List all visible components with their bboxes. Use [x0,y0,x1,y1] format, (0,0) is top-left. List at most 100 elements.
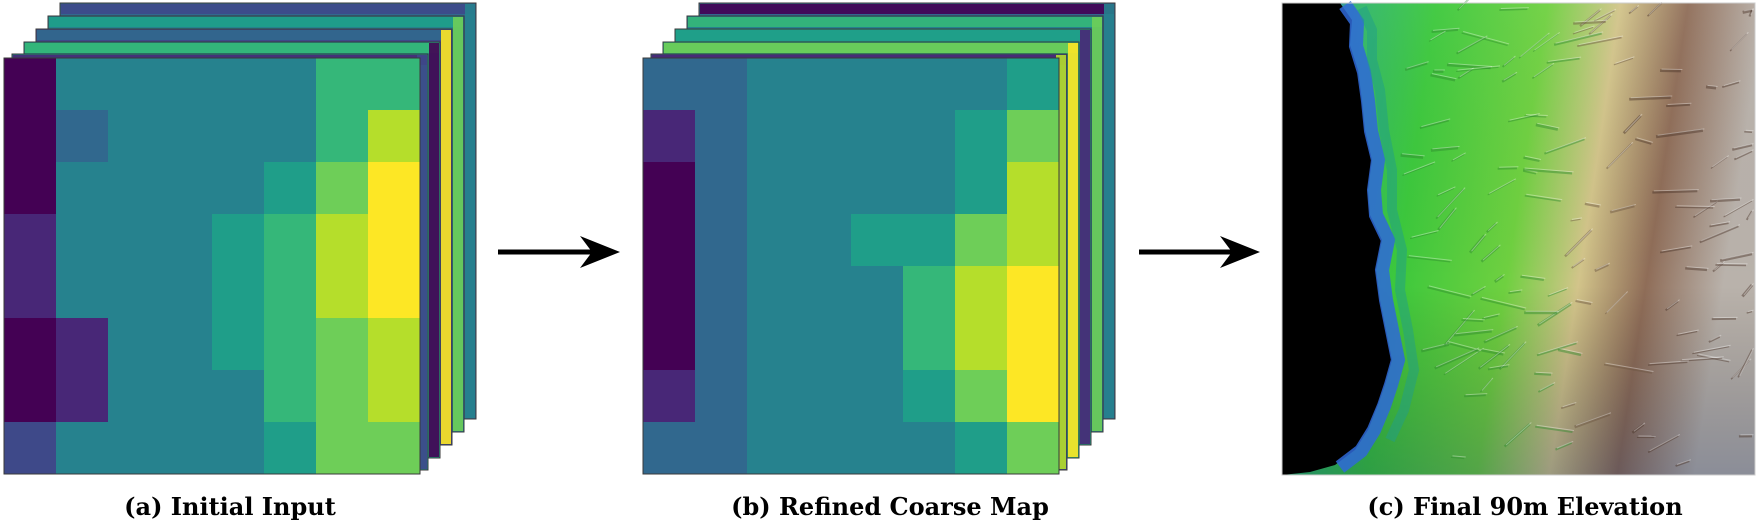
terrain-ridge-highlight [1750,8,1754,16]
terrain-ridge [1573,20,1606,25]
refined-coarse-cell [643,110,696,163]
terrain-ridge [1579,9,1601,28]
terrain-ridge [1748,9,1753,17]
refined-coarse-front-grid [642,57,1060,475]
initial-input-cell [368,266,421,319]
refined-coarse-cell [851,58,904,111]
refined-coarse-cell [955,110,1008,163]
terrain-ridge-highlight [1649,433,1681,452]
terrain-ridge-highlight [1463,31,1510,45]
terrain-ridge-highlight [1595,8,1617,21]
initial-input-cell [212,214,265,267]
terrain-ridge-highlight [1733,143,1754,149]
terrain-ridge-highlight [1571,217,1583,220]
terrain-ridge-highlight [1574,25,1595,33]
terrain-ridge-highlight [1607,141,1634,168]
refined-coarse-cell [799,162,852,215]
terrain-ridge [1575,299,1592,306]
refined-coarse-cell [903,422,956,475]
terrain-ridge-highlight [1574,19,1608,23]
refined-coarse-cell [903,266,956,319]
refined-coarse-cell [643,318,696,371]
terrain-ridge [1555,441,1573,451]
terrain-ridge [1532,33,1559,53]
terrain-ridge [1477,344,1510,370]
initial-input-cell [316,266,369,319]
initial-input-cell [316,318,369,371]
refined-coarse-cell [1007,370,1060,423]
initial-input-cell [212,318,265,371]
terrain-ridge-highlight [1744,8,1754,12]
refined-coarse-cell [903,370,956,423]
refined-coarse-cell [747,162,800,215]
terrain-ridge-highlight [1439,207,1457,229]
terrain-ridge-highlight [1693,344,1731,353]
terrain-ridge-highlight [1452,455,1466,458]
terrain-ridge-highlight [1732,358,1752,379]
terrain-ridge-highlight [1576,299,1593,304]
initial-input-cell [4,266,57,319]
terrain-ridge-highlight [1524,169,1538,173]
refined-coarse-cell [955,214,1008,267]
initial-input-cell [212,370,265,423]
terrain-ridge [1402,162,1434,177]
refined-coarse-cell [747,110,800,163]
terrain-ridge [1729,33,1748,52]
terrain-ridge-highlight [1421,118,1451,128]
terrain-ridge-highlight [1539,381,1556,391]
terrain-ridge [1468,234,1486,254]
initial-input-cell [56,266,109,319]
refined-coarse-border [642,57,1060,475]
initial-input-cell [264,422,317,475]
initial-input-cell [212,110,265,163]
initial-input-cell [212,162,265,215]
terrain-ridge [1666,103,1690,108]
initial-input-layer-side-strip [453,17,463,431]
terrain-ridge [1547,288,1567,297]
terrain-ridge [1531,64,1553,80]
initial-input-cell [264,58,317,111]
terrain-ridge [1518,33,1549,59]
initial-input-cell [108,110,161,163]
initial-input-cell [160,214,213,267]
terrain-ridge-highlight [1500,341,1527,369]
terrain-ridge [1705,85,1717,90]
terrain-ridge-highlight [1731,31,1749,50]
initial-input-cell [56,318,109,371]
terrain-ridge-highlight [1482,244,1501,261]
terrain-ridge [1461,319,1484,323]
refined-coarse-cell [955,266,1008,319]
terrain-ridge-highlight [1559,347,1583,354]
initial-input-layer-top-strip [37,30,451,40]
terrain-ridge-highlight [1698,353,1731,361]
initial-input-layer-side-strip [417,55,427,469]
terrain-ridge [1609,204,1635,214]
terrain-ridge [1523,168,1573,175]
terrain-ridge [1524,195,1561,202]
refined-coarse-cell [799,370,852,423]
terrain-ridge [1628,6,1638,15]
terrain-ridge-highlight [1509,113,1540,121]
initial-input-cell [108,162,161,215]
terrain-ridge-highlight [1437,186,1456,196]
refined-coarse-cell [1007,58,1060,111]
initial-input-layer-top-strip [49,17,463,27]
terrain-ridge [1534,372,1552,376]
refined-coarse-cell [851,370,904,423]
refined-coarse-cell [747,318,800,371]
terrain-ridge [1536,342,1577,357]
terrain-ridge [1480,379,1492,393]
terrain-ridge [1675,460,1690,467]
initial-input-cell [4,58,57,111]
terrain-ridge-highlight [1487,221,1498,232]
terrain-ridge [1501,56,1515,68]
terrain-ridge [1456,66,1499,72]
terrain-ridge-highlight [1581,8,1602,26]
terrain-ridge [1577,36,1622,48]
terrain-ridge [1603,363,1653,374]
terrain-ridge-highlight [1549,287,1569,296]
initial-input-cell [264,318,317,371]
terrain-ridge-highlight [1666,299,1680,310]
terrain-ridge [1428,32,1445,42]
terrain-ridge [1456,0,1470,12]
